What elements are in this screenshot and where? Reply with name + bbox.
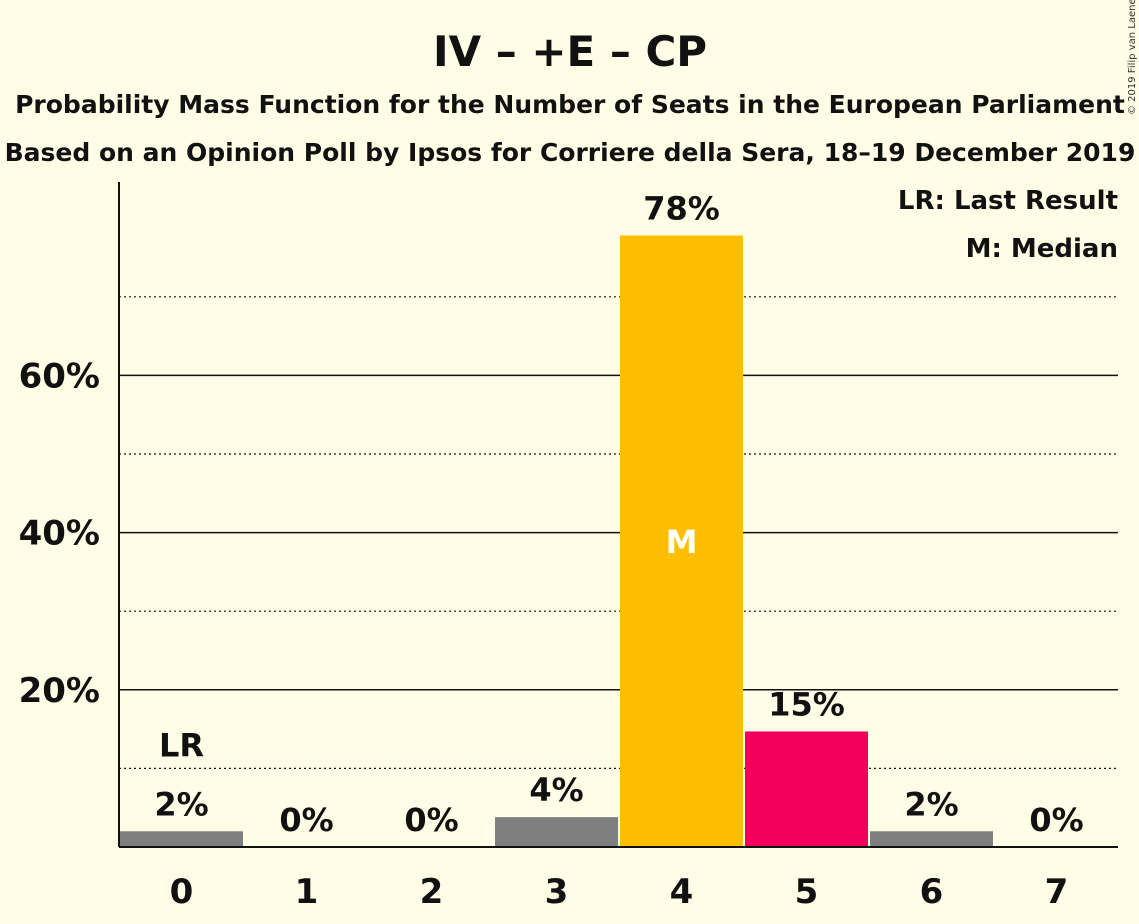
y-tick-label: 40% <box>19 514 100 554</box>
data-label: 0% <box>279 801 333 839</box>
data-label: 4% <box>529 771 583 809</box>
x-tick-label: 4 <box>670 872 694 912</box>
x-tick-label: 6 <box>920 872 944 912</box>
y-tick-label: 60% <box>19 356 100 396</box>
last-result-marker: LR <box>159 726 204 764</box>
bar <box>495 817 618 847</box>
data-label: 2% <box>154 785 208 823</box>
y-tick-label: 20% <box>19 671 100 711</box>
data-label: 0% <box>1029 801 1083 839</box>
bar <box>745 731 868 847</box>
grid-layer <box>119 296 1118 770</box>
x-tick-label: 2 <box>420 872 444 912</box>
chart-subtitle-2: Based on an Opinion Poll by Ipsos for Co… <box>5 138 1136 167</box>
median-marker: M <box>666 523 698 561</box>
chart-subtitle-1: Probability Mass Function for the Number… <box>15 90 1125 119</box>
x-tick-label: 1 <box>295 872 319 912</box>
bar <box>620 235 743 847</box>
data-label: 0% <box>404 801 458 839</box>
x-tick-label: 0 <box>170 872 194 912</box>
data-label: 78% <box>643 189 720 227</box>
data-label: 15% <box>768 685 845 723</box>
bar <box>870 831 993 847</box>
bars-layer <box>120 235 993 847</box>
x-tick-label: 5 <box>795 872 819 912</box>
bar <box>120 831 243 847</box>
legend-median: M: Median <box>966 234 1118 264</box>
x-tick-label: 3 <box>545 872 569 912</box>
x-tick-label: 7 <box>1045 872 1069 912</box>
chart-title: IV – +E – CP <box>433 27 707 76</box>
copyright-text: © 2019 Filip van Laenen <box>1127 0 1138 115</box>
legend-last-result: LR: Last Result <box>898 186 1118 216</box>
data-label: 2% <box>904 785 958 823</box>
labels-layer: 20%40%60%02%10%20%34%478%515%62%70%LRM <box>19 182 1118 912</box>
